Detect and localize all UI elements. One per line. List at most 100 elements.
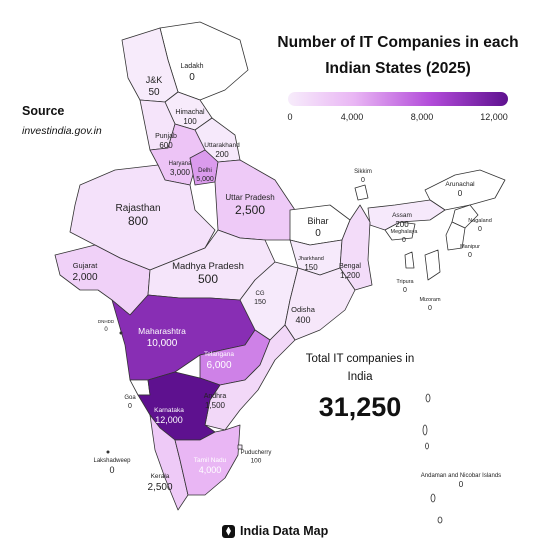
region-value-madhya-pradesh: 500 [198, 272, 218, 286]
region-name-kerala: Kerala [151, 473, 170, 480]
region-value-karnataka: 12,000 [155, 415, 183, 425]
region-name-goa: Goa [124, 395, 136, 401]
region-name-karnataka: Karnataka [154, 407, 184, 414]
title-line-2: Indian States (2025) [325, 60, 471, 77]
total-value: 31,250 [318, 392, 402, 422]
region-name-jharkhand: Jharkhand [298, 256, 324, 262]
region-value-punjab: 600 [159, 141, 173, 150]
region-value-ladakh: 0 [189, 72, 195, 83]
total-label: Total IT companies in India [305, 353, 415, 383]
region-mizoram [424, 249, 441, 281]
region-name-odisha: Odisha [291, 305, 316, 314]
region-name-maharashtra: Maharashtra [138, 326, 186, 336]
region-value-maharashtra: 10,000 [147, 338, 178, 349]
legend-color-scale [288, 92, 508, 106]
lakshadweep-dot [106, 450, 110, 454]
footer-brand-text: India Data Map [240, 524, 329, 538]
region-value-lakshadweep: 0 [109, 465, 114, 475]
legend-tick-4000: 4,000 [340, 112, 364, 122]
region-name-telangana: Telangana [204, 351, 234, 358]
region-value-himachal: 100 [183, 117, 197, 126]
region-value-puducherry: 100 [251, 458, 262, 465]
map-title: Number of IT Companies in each Indian St… [262, 30, 534, 82]
source-label: Source [22, 104, 65, 118]
region-arunachal [424, 169, 506, 211]
region-value-nagaland: 0 [478, 226, 482, 233]
region-name-punjab: Punjab [155, 133, 177, 140]
region-value-dnhdd: 0 [104, 327, 108, 333]
region-value-arunachal: 0 [458, 189, 463, 198]
region-value-assam: 200 [395, 220, 409, 229]
region-value-delhi: 5,000 [196, 176, 214, 183]
region-name-madhya-pradesh: Madhya Pradesh [172, 261, 244, 272]
footer-brand: India Data Map [222, 524, 328, 538]
region-sikkim [354, 184, 369, 201]
region-name-bihar: Bihar [307, 216, 328, 226]
region-value-bihar: 0 [315, 228, 321, 239]
region-value-uttarakhand: 200 [215, 150, 229, 159]
region-name-sikkim: Sikkim [354, 169, 372, 175]
region-tripura [404, 251, 415, 269]
region-value-meghalaya: 0 [402, 237, 406, 244]
region-name-uttarakhand: Uttarakhand [204, 142, 240, 149]
region-name-tripura: Tripura [396, 279, 414, 285]
region-name-tamil-nadu: Tamil Nadu [194, 457, 227, 464]
legend-tick-12000: 12,000 [480, 112, 508, 122]
dnhdd-dot [119, 331, 123, 335]
region-name-arunachal: Arunachal [445, 181, 475, 188]
region-value-uttar-pradesh: 2,500 [235, 203, 265, 217]
region-value-cg: 150 [254, 299, 266, 306]
region-value-jandk: 50 [148, 87, 160, 98]
region-name-dnhdd: DNHDD [98, 319, 115, 324]
region-name-nagaland: Nagaland [468, 218, 492, 224]
legend-tick-8000: 8,000 [410, 112, 434, 122]
region-value-tamil-nadu: 4,000 [199, 465, 222, 475]
region-name-himachal: Himachal [175, 109, 205, 116]
region-name-assam: Assam [392, 212, 412, 219]
region-name-delhi: Delhi [198, 168, 212, 174]
region-name-uttar-pradesh: Uttar Pradesh [225, 193, 274, 202]
region-name-jandk: J&K [146, 75, 163, 85]
region-value-bengal: 1,200 [340, 271, 361, 280]
andaman-islands [422, 393, 443, 524]
region-goa [129, 379, 151, 396]
region-value-goa: 0 [128, 403, 132, 410]
region-value-rajasthan: 800 [128, 214, 148, 228]
india-data-map-logo-icon [222, 524, 235, 538]
region-tamil-nadu [174, 424, 241, 496]
region-name-puducherry: Puducherry [241, 450, 272, 456]
region-name-haryana: Haryana [169, 161, 192, 167]
region-name-andaman-and-nicobar-islands: Andaman and Nicobar Islands [421, 473, 501, 479]
region-name-mizoram: Mizoram [419, 297, 441, 303]
region-assam [367, 199, 446, 231]
region-value-sikkim: 0 [361, 177, 365, 184]
region-value-gujarat: 2,000 [72, 272, 97, 283]
region-value-mizoram: 0 [428, 305, 432, 312]
region-name-lakshadweep: Lakshadweep [93, 458, 131, 464]
region-meghalaya [384, 221, 416, 241]
region-value-kerala: 2,500 [147, 482, 172, 493]
region-name-cg: CG [256, 291, 265, 297]
region-nagaland [451, 204, 479, 229]
region-value-haryana: 3,000 [170, 168, 191, 177]
region-name-ladakh: Ladakh [181, 63, 204, 70]
region-name-andhra: Andhra [204, 393, 227, 400]
legend-tick-0: 0 [287, 112, 293, 122]
region-manipur [445, 221, 466, 251]
source-value: investindia.gov.in [22, 125, 102, 137]
region-name-manipur: Manipur [460, 244, 480, 250]
region-value-andhra: 1,500 [205, 401, 226, 410]
region-puducherry [237, 444, 243, 450]
region-value-tripura: 0 [403, 287, 407, 294]
region-value-andaman-and-nicobar-islands: 0 [459, 480, 464, 489]
region-value-telangana: 6,000 [206, 360, 231, 371]
region-value-jharkhand: 150 [304, 263, 318, 272]
region-value-manipur: 0 [468, 252, 472, 259]
region-name-rajasthan: Rajasthan [115, 203, 160, 214]
region-value-odisha: 400 [295, 315, 310, 325]
region-name-meghalaya: Meghalaya [391, 229, 419, 235]
region-name-bengal: Bengal [339, 263, 361, 270]
title-line-1: Number of IT Companies in each [277, 34, 519, 51]
region-name-gujarat: Gujarat [73, 261, 99, 270]
